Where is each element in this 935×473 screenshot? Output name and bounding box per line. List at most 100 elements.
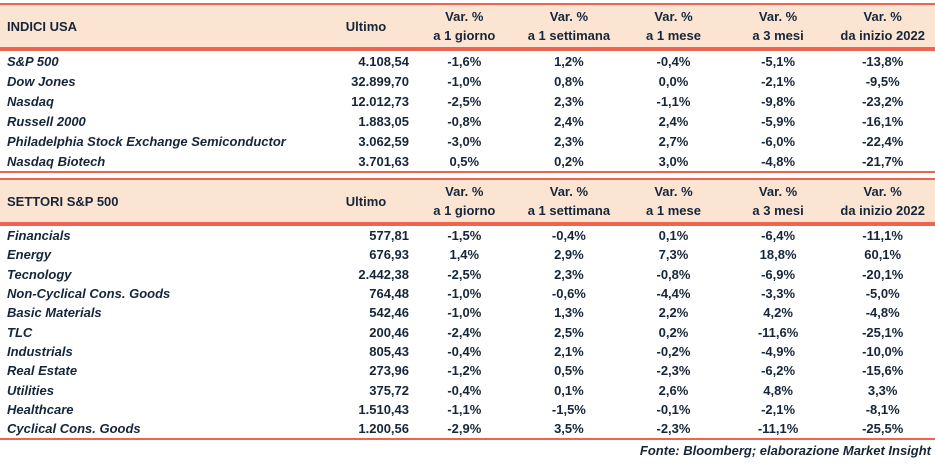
row-var-1d: -1,0%: [447, 305, 482, 321]
row-var-3m: 18,8%: [759, 247, 797, 263]
table-row: TLC 200,46 -2,4% 2,5% 0,2% -11,6% -25,1%: [0, 322, 935, 341]
row-var-ytd: 3,3%: [867, 382, 898, 398]
row-var-1d: -2,4%: [447, 324, 482, 340]
row-ultimo-value: 32.899,70: [351, 73, 409, 89]
table-row: Tecnology 2.442,38 -2,5% 2,3% -0,8% -6,9…: [0, 265, 935, 284]
row-var-1w: 0,1%: [554, 382, 584, 398]
row-var-1w: 0,8%: [554, 73, 584, 89]
column-header-var-1m: Var. % a 1 mese: [646, 9, 701, 43]
row-var-1m: 2,6%: [658, 382, 689, 398]
row-var-3m: 4,2%: [763, 305, 793, 321]
row-var-1w: 2,3%: [554, 266, 584, 282]
column-header-ultimo: Ultimo: [345, 18, 387, 34]
row-ultimo-value: 764,48: [369, 286, 409, 302]
row-var-3m: -4,8%: [761, 153, 796, 169]
table-title: INDICI USA: [7, 18, 78, 34]
row-label: TLC: [7, 324, 33, 340]
row-ultimo-value: 273,96: [369, 363, 409, 379]
row-ultimo-value: 2.442,38: [358, 266, 409, 282]
source-note: Fonte: Bloomberg; elaborazione Market In…: [639, 443, 931, 459]
row-var-1w: 3,5%: [554, 421, 584, 437]
row-var-3m: -3,3%: [761, 286, 796, 302]
row-label: Utilities: [7, 382, 54, 398]
row-var-1m: -2,3%: [656, 421, 691, 437]
row-var-1w: 2,5%: [554, 324, 584, 340]
row-var-1w: 2,4%: [554, 113, 584, 129]
row-ultimo-value: 1.200,56: [358, 421, 409, 437]
table-row: S&P 500 4.108,54 -1,6% 1,2% -0,4% -5,1% …: [0, 51, 935, 71]
row-var-1w: 2,3%: [554, 133, 584, 149]
row-var-3m: -11,1%: [757, 421, 799, 437]
row-var-ytd: -13,8%: [862, 53, 904, 69]
row-var-1m: 2,7%: [658, 133, 689, 149]
row-ultimo-value: 805,43: [369, 343, 409, 359]
row-label: Basic Materials: [7, 305, 102, 321]
row-var-1w: 2,9%: [554, 247, 584, 263]
table-row: Philadelphia Stock Exchange Semiconducto…: [0, 131, 935, 151]
row-var-1m: -0,1%: [656, 401, 691, 417]
row-var-1d: 0,5%: [449, 153, 480, 169]
row-var-3m: 4,8%: [763, 382, 793, 398]
row-var-1w: -0,4%: [551, 228, 586, 244]
row-ultimo-value: 12.012,73: [351, 93, 409, 109]
table-row: Nasdaq 12.012,73 -2,5% 2,3% -1,1% -9,8% …: [0, 91, 935, 111]
row-var-1d: -2,5%: [447, 266, 482, 282]
header-separator: [0, 222, 935, 226]
row-var-ytd: -5,0%: [865, 286, 900, 302]
settori-sp500-rows: Financials 577,81 -1,5% -0,4% 0,1% -6,4%…: [0, 226, 935, 438]
row-var-3m: -5,1%: [761, 53, 796, 69]
row-label: Dow Jones: [7, 73, 76, 89]
row-label: Nasdaq Biotech: [7, 153, 106, 169]
row-label: Energy: [7, 247, 52, 263]
row-label: Healthcare: [7, 401, 74, 417]
row-ultimo-value: 1.883,05: [358, 113, 409, 129]
row-label: Philadelphia Stock Exchange Semiconducto…: [7, 133, 286, 149]
row-var-1w: -1,5%: [551, 401, 586, 417]
table-title: SETTORI S&P 500: [7, 193, 119, 209]
row-var-1m: -0,8%: [656, 266, 691, 282]
row-var-1d: -1,6%: [447, 53, 482, 69]
row-var-ytd: -10,0%: [862, 343, 904, 359]
row-label: Non-Cyclical Cons. Goods: [7, 286, 171, 302]
row-var-ytd: -4,8%: [865, 305, 900, 321]
row-var-1w: 1,2%: [554, 53, 584, 69]
table-row: Utilities 375,72 -0,4% 0,1% 2,6% 4,8% 3,…: [0, 380, 935, 399]
row-var-1m: 3,0%: [658, 153, 689, 169]
row-var-ytd: -11,1%: [862, 228, 903, 244]
row-var-ytd: -9,5%: [865, 73, 900, 89]
table-row: Energy 676,93 1,4% 2,9% 7,3% 18,8% 60,1%: [0, 245, 935, 264]
row-var-ytd: -22,4%: [862, 133, 904, 149]
row-var-1w: 0,2%: [554, 153, 584, 169]
row-var-1m: 0,1%: [658, 228, 689, 244]
table-row: Financials 577,81 -1,5% -0,4% 0,1% -6,4%…: [0, 226, 935, 245]
row-var-3m: -6,9%: [761, 266, 796, 282]
row-var-1m: -4,4%: [656, 286, 691, 302]
column-header-var-3m: Var. % a 3 mesi: [752, 184, 804, 218]
row-var-1w: 2,1%: [554, 343, 584, 359]
row-var-1w: -0,6%: [551, 286, 586, 302]
row-label: Industrials: [7, 343, 73, 359]
table-row: Real Estate 273,96 -1,2% 0,5% -2,3% -6,2…: [0, 361, 935, 380]
row-var-1m: 2,4%: [658, 113, 689, 129]
settori-sp500-header: SETTORI S&P 500 Ultimo Var. % a 1 giorno…: [0, 178, 935, 222]
row-var-3m: -5,9%: [761, 113, 796, 129]
row-var-1d: -1,0%: [447, 286, 482, 302]
row-var-1m: -0,4%: [656, 53, 691, 69]
row-var-1m: -0,2%: [656, 343, 691, 359]
row-ultimo-value: 577,81: [369, 228, 409, 244]
settori-sp500-table: SETTORI S&P 500 Ultimo Var. % a 1 giorno…: [0, 178, 935, 441]
row-var-ytd: -25,1%: [862, 324, 904, 340]
row-ultimo-value: 4.108,54: [358, 53, 409, 69]
row-var-3m: -6,0%: [761, 133, 796, 149]
column-header-var-ytd: Var. % da inizio 2022: [840, 9, 925, 43]
row-var-1m: 0,0%: [658, 73, 689, 89]
table-row: Healthcare 1.510,43 -1,1% -1,5% -0,1% -2…: [0, 400, 935, 419]
table-row: Cyclical Cons. Goods 1.200,56 -2,9% 3,5%…: [0, 419, 935, 438]
row-var-1d: 1,4%: [449, 247, 480, 263]
table-bottom-border: [0, 171, 935, 173]
row-var-ytd: -15,6%: [862, 363, 904, 379]
row-var-1d: -1,1%: [447, 401, 482, 417]
row-var-1m: -2,3%: [656, 363, 691, 379]
row-var-1d: -2,5%: [447, 93, 482, 109]
row-ultimo-value: 3.701,63: [358, 153, 409, 169]
